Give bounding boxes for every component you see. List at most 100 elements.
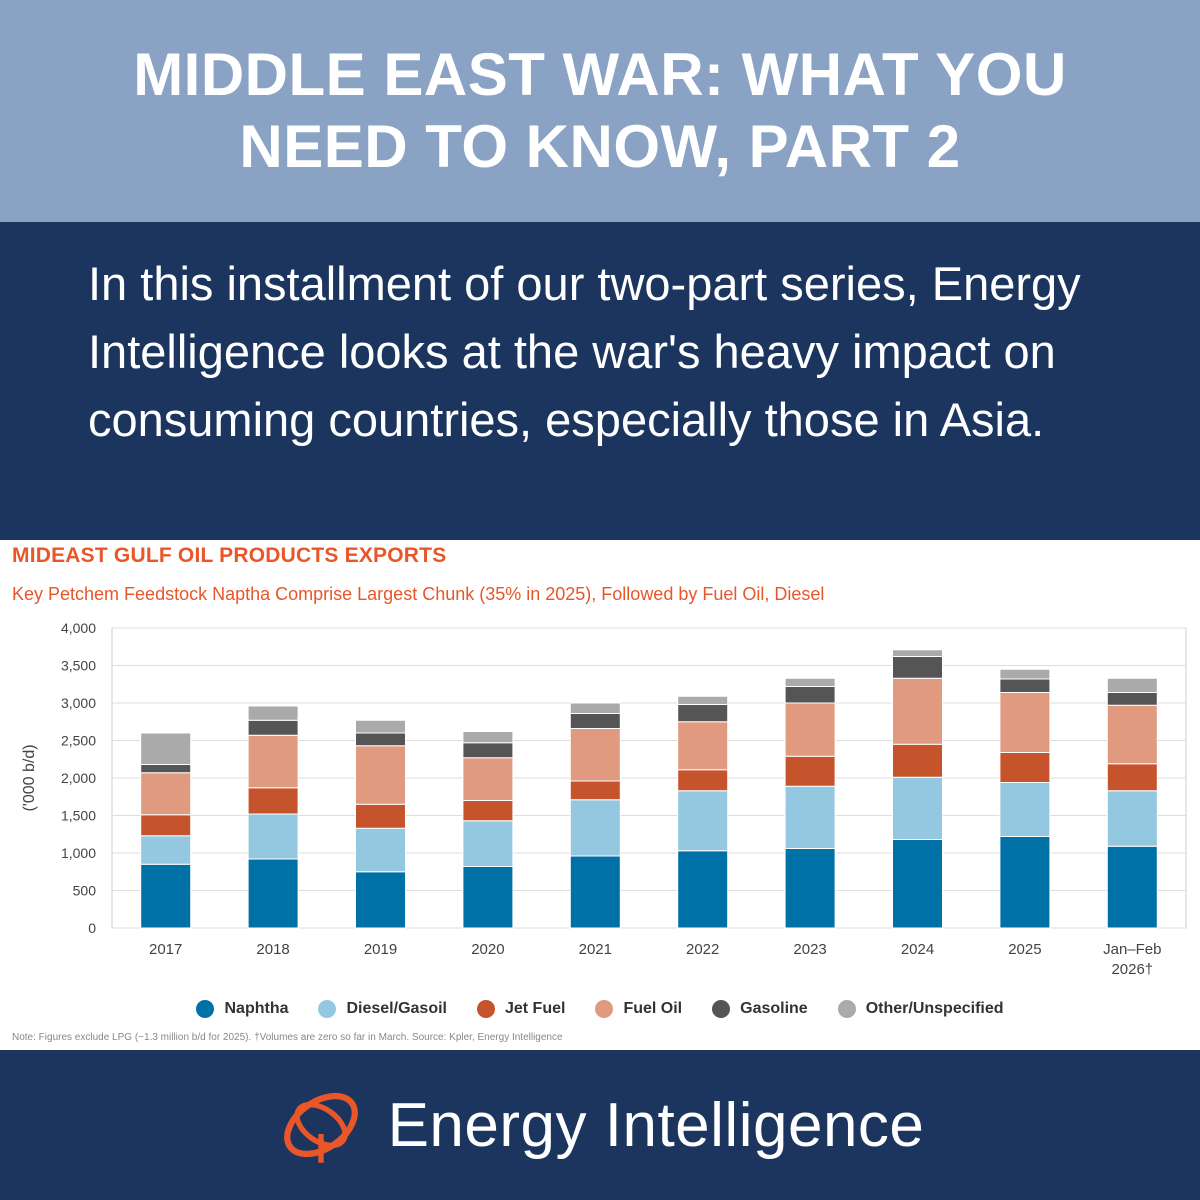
bar-segment-jet-fuel [1106,763,1158,792]
footer-banner: Energy Intelligence [0,1050,1200,1200]
bar-segment-gasoline [1106,692,1158,706]
bar-segment-gasoline [355,732,406,747]
y-tick-label: 1,500 [61,808,96,824]
x-tick-label: 2017 [149,941,182,958]
y-tick-label: 500 [73,883,97,899]
bar-segment-fuel-oil [892,677,943,745]
chart-title: MIDEAST GULF OIL PRODUCTS EXPORTS [12,544,447,567]
legend-swatch [318,1000,337,1018]
x-tick-label: 2023 [793,941,826,958]
bar-segment-diesel-gasoil [677,790,729,852]
bar-segment-naphtha [1106,845,1158,929]
chart-note: Note: Figures exclude LPG (~1.3 million … [12,1032,563,1043]
y-tick-label: 2,500 [61,733,96,749]
bar-segment-gasoline [999,678,1051,693]
intro-text: In this installment of our two-part seri… [88,257,1081,446]
bar-segment-fuel-oil [569,728,621,782]
x-tick-label: 2020 [471,941,504,958]
page-title: MIDDLE EAST WAR: WHAT YOU NEED TO KNOW, … [133,41,1067,180]
intro-section: In this installment of our two-part seri… [0,222,1200,540]
bar-segment-jet-fuel [569,780,621,801]
bar-segment-diesel-gasoil [355,827,406,873]
stacked-bar-chart: 0 500 1,000 1,500 2,000 2,500 3,000 3,500 4,000 (… [21,620,1187,978]
bar-segment-diesel-gasoil [892,776,943,840]
bar-segment-naphtha [355,871,406,929]
bar-segment-gasoline [784,686,836,704]
bar-segment-gasoline [140,764,192,774]
bar-segment-gasoline [569,713,621,729]
bar-segment-other-unspecified [999,668,1051,680]
bar-segment-naphtha [677,850,729,929]
bar-segment-jet-fuel [892,743,943,778]
legend-item: Naphtha [196,1000,288,1018]
legend-item: Jet Fuel [476,1000,566,1018]
bar-segment-naphtha [784,848,836,929]
y-tick-label: 4,000 [61,620,96,636]
legend-label: Fuel Oil [623,1000,683,1017]
legend-label: Naphtha [224,1000,289,1017]
bar-segment-other-unspecified [355,719,406,734]
bar-segment-other-unspecified [247,705,299,721]
bar-segment-jet-fuel [462,800,514,822]
x-tick-label: 2022 [686,941,719,958]
bar-segment-fuel-oil [140,772,192,816]
bar-segment-jet-fuel [247,787,299,815]
bar-segment-jet-fuel [677,769,729,792]
y-tick-label: 0 [88,920,96,936]
legend-label: Jet Fuel [504,1000,566,1017]
bar-segment-other-unspecified [462,731,514,744]
legend-item: Fuel Oil [595,1000,682,1018]
x-tick-label: 2019 [364,941,397,958]
legend-swatch [712,1000,731,1018]
bar-segment-gasoline [892,656,943,679]
bar-segment-fuel-oil [1106,704,1158,765]
bar-segment-diesel-gasoil [462,820,514,867]
bar-segment-other-unspecified [140,732,192,765]
chart-legend: Naphtha Diesel/Gasoil Jet Fuel Fuel Oil Gaso… [0,1000,1200,1018]
bar-segment-diesel-gasoil [569,799,621,857]
x-tick-label: Jan–Feb 2026† [1103,941,1161,978]
bar-segment-jet-fuel [355,803,406,829]
legend-item: Other/Unspecified [837,1000,1004,1018]
legend-swatch [837,1000,856,1018]
bar-segment-naphtha [140,863,192,929]
bar-segment-gasoline [247,719,299,736]
bar-segment-fuel-oil [677,721,729,771]
x-tick-label: 2018 [256,941,289,958]
bar-segment-fuel-oil [462,757,514,801]
bar-segment-jet-fuel [140,814,192,837]
brand-name: Energy Intelligence [387,1090,925,1160]
legend-swatch [595,1000,614,1018]
bar-segment-jet-fuel [999,752,1051,783]
bar-segment-fuel-oil [247,734,299,789]
bar-segment-fuel-oil [355,745,406,805]
bar-segment-diesel-gasoil [140,835,192,865]
y-tick-label: 2,000 [61,770,96,786]
y-tick-label: 3,000 [61,695,96,711]
legend-label: Other/Unspecified [865,1000,1004,1017]
x-tick-label: 2025 [1008,941,1041,958]
legend-item: Diesel/Gasoil [318,1000,447,1018]
legend-item: Gasoline [712,1000,808,1018]
header-banner: MIDDLE EAST WAR: WHAT YOU NEED TO KNOW, … [0,0,1200,222]
bar-segment-naphtha [247,858,299,929]
bar-segment-naphtha [462,866,514,929]
x-tick-label: 2021 [579,941,612,958]
legend-label: Gasoline [740,1000,808,1017]
bar-segment-other-unspecified [784,677,836,687]
y-tick-label: 1,000 [61,845,96,861]
bar-segment-gasoline [677,704,729,723]
bar-segment-naphtha [999,836,1051,929]
bar-segment-other-unspecified [892,649,943,657]
x-tick-label: 2024 [901,941,934,958]
bar-segment-jet-fuel [784,755,836,787]
bar-segment-diesel-gasoil [1106,790,1158,847]
legend-label: Diesel/Gasoil [346,1000,447,1017]
y-tick-label: 3,500 [61,658,96,674]
bar-segment-diesel-gasoil [999,782,1051,837]
chart-subtitle: Key Petchem Feedstock Naptha Comprise La… [12,584,825,604]
bar-segment-other-unspecified [569,702,621,714]
bar-segment-other-unspecified [677,695,729,705]
bar-segment-fuel-oil [784,702,836,757]
bar-segment-gasoline [462,742,514,759]
